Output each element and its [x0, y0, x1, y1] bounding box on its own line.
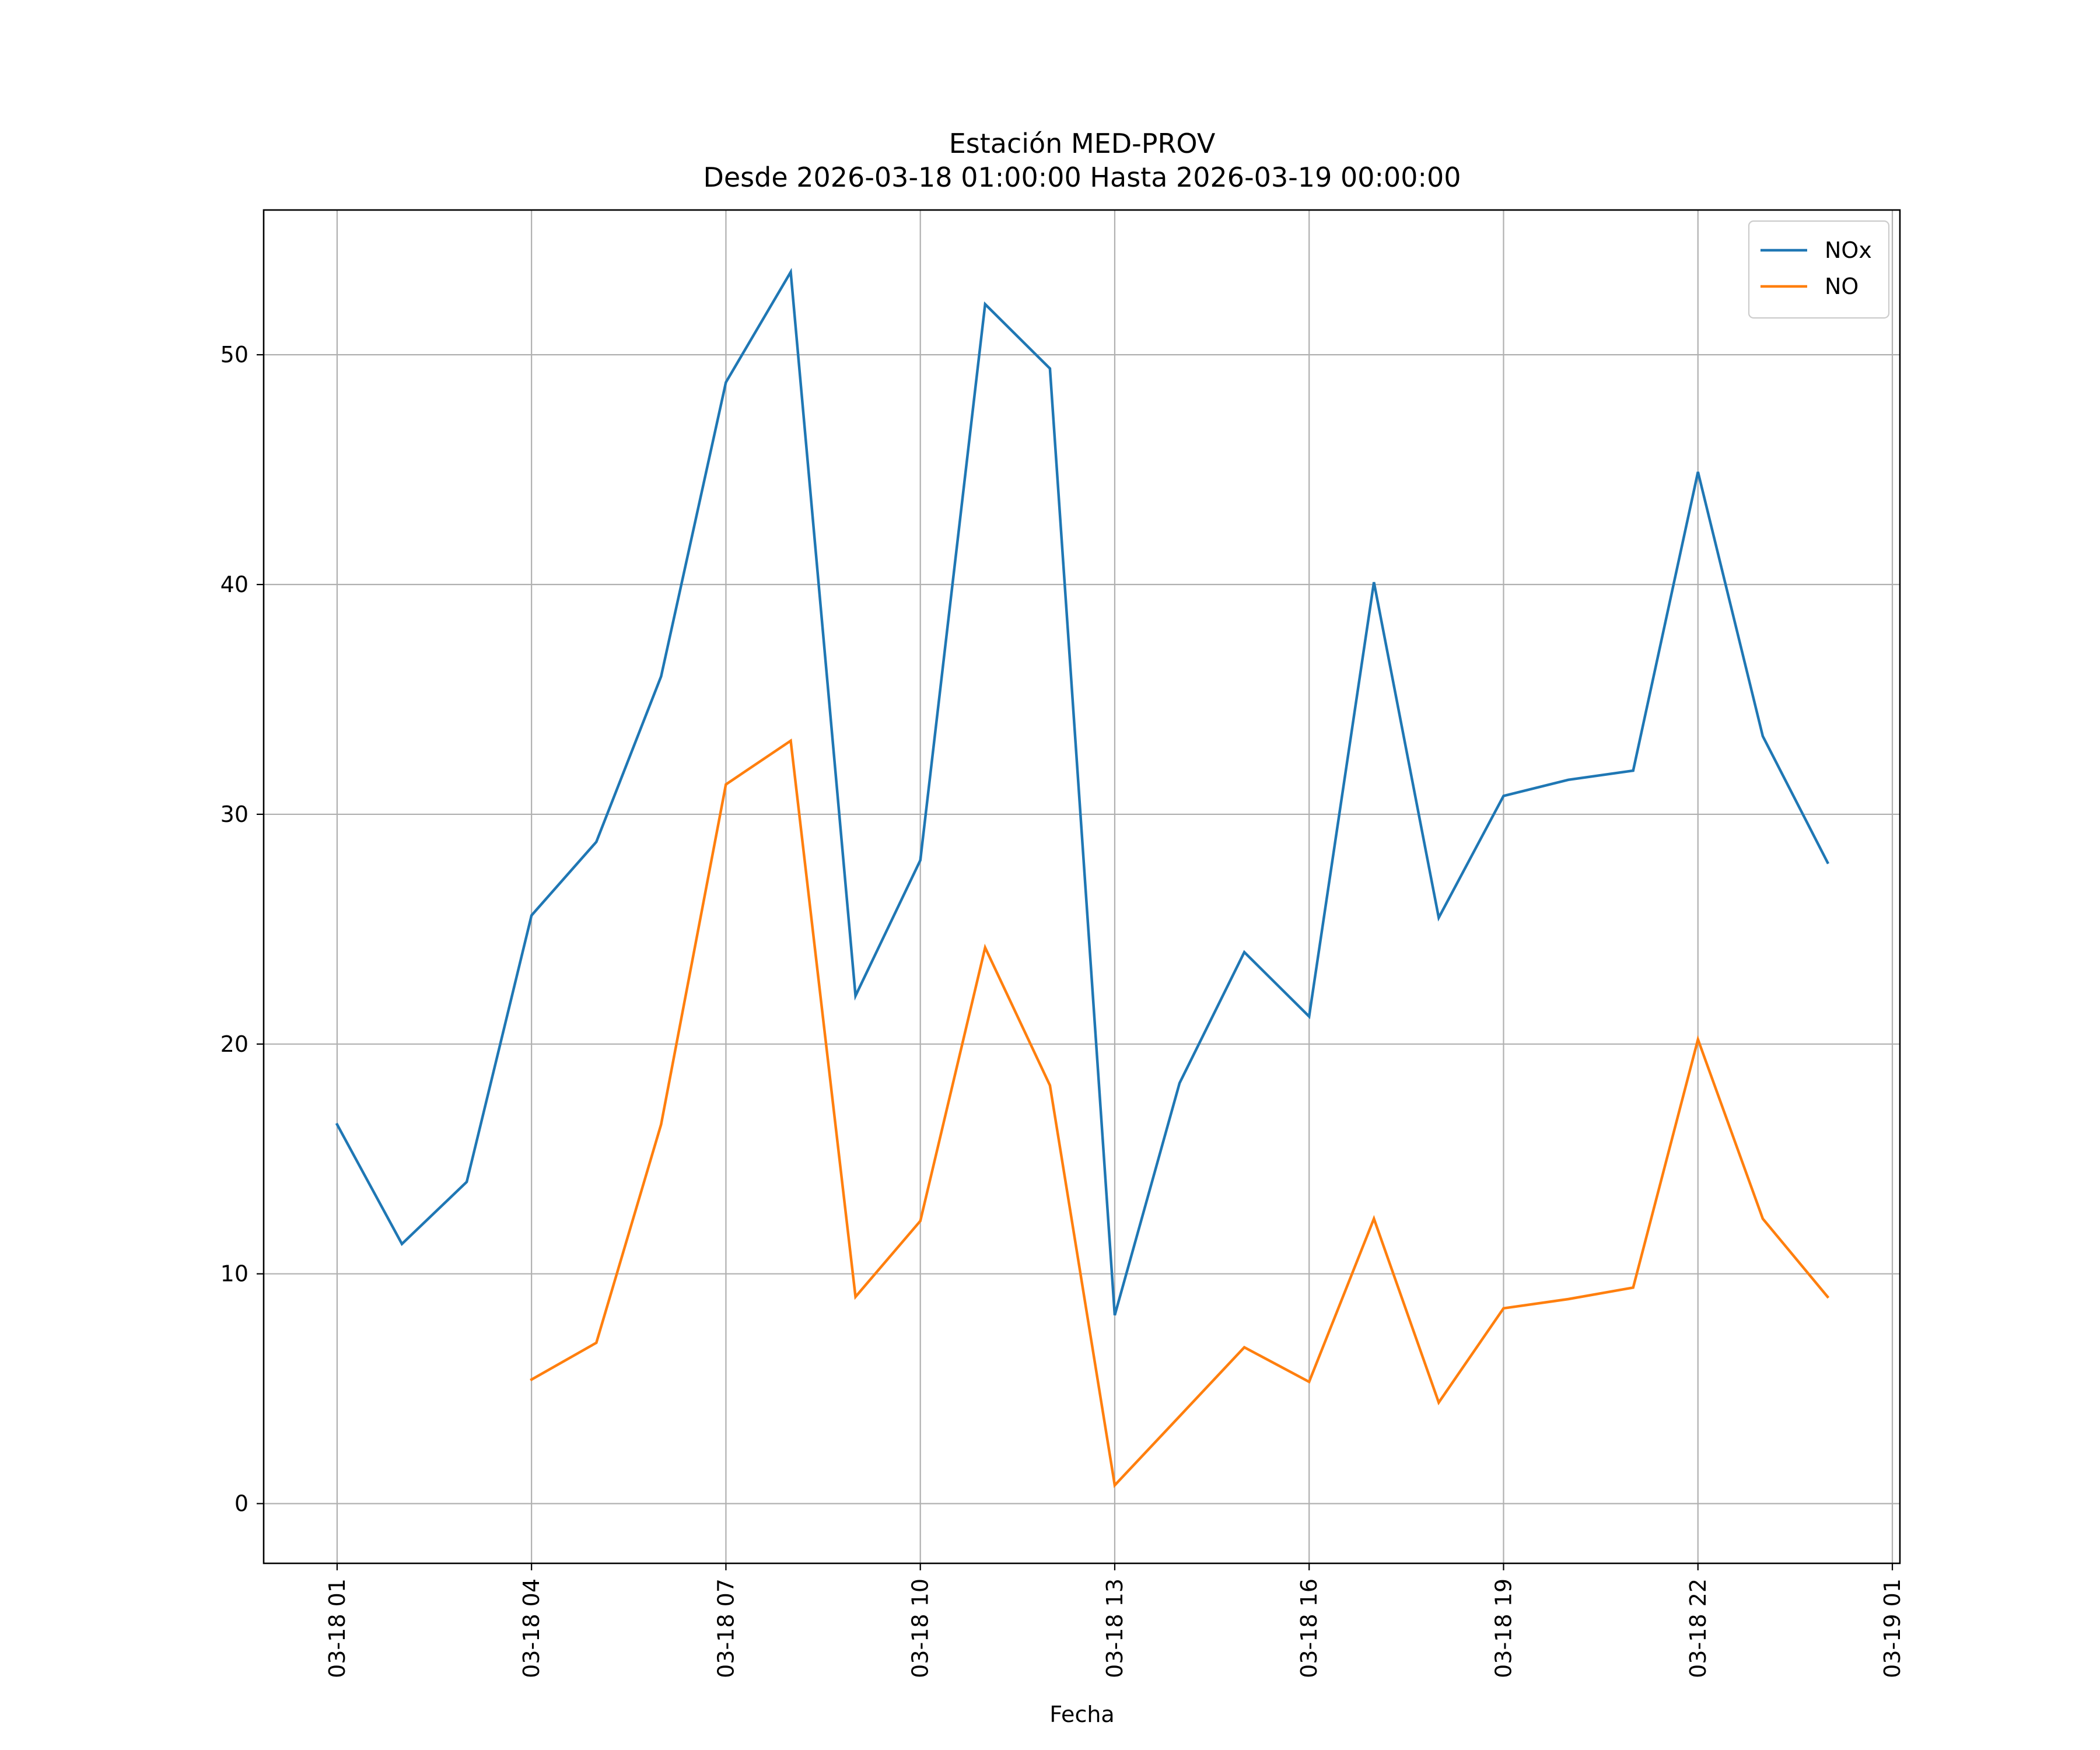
y-tick-label: 30 — [220, 802, 249, 827]
series-line-nox — [335, 268, 1830, 1316]
x-tick-label: 03-18 22 — [1685, 1578, 1711, 1678]
y-tick-label: 40 — [220, 572, 249, 597]
series-layer — [335, 268, 1830, 1488]
legend: NOx NO — [1748, 220, 1890, 319]
chart-title: Estación MED-PROV — [949, 128, 1216, 159]
y-axis: 0 10 20 30 40 50 — [220, 342, 264, 1517]
x-tick-label: 03-18 13 — [1102, 1578, 1128, 1678]
series-line-no — [530, 738, 1830, 1488]
x-tick-label: 03-18 07 — [713, 1578, 738, 1678]
x-tick-label: 03-19 01 — [1880, 1578, 1905, 1678]
legend-label-no: NO — [1825, 274, 1859, 299]
legend-box — [1748, 220, 1890, 319]
y-tick-label: 20 — [220, 1031, 249, 1057]
x-tick-label: 03-18 04 — [519, 1578, 544, 1678]
x-tick-label: 03-18 01 — [324, 1578, 350, 1678]
y-tick-label: 50 — [220, 342, 249, 368]
x-axis-label: Fecha — [1049, 1702, 1114, 1727]
x-tick-label: 03-18 19 — [1491, 1578, 1517, 1678]
chart-subtitle: Desde 2026-03-18 01:00:00 Hasta 2026-03-… — [703, 162, 1461, 193]
y-tick-label: 0 — [235, 1491, 249, 1517]
x-tick-label: 03-18 16 — [1296, 1578, 1322, 1678]
y-tick-label: 10 — [220, 1261, 249, 1287]
x-axis: 03-18 01 03-18 04 03-18 07 03-18 10 03-18 13… — [324, 1563, 1905, 1678]
x-tick-label: 03-18 10 — [908, 1578, 933, 1678]
plot-area-frame — [262, 209, 1901, 1564]
legend-label-nox: NOx — [1825, 237, 1872, 263]
